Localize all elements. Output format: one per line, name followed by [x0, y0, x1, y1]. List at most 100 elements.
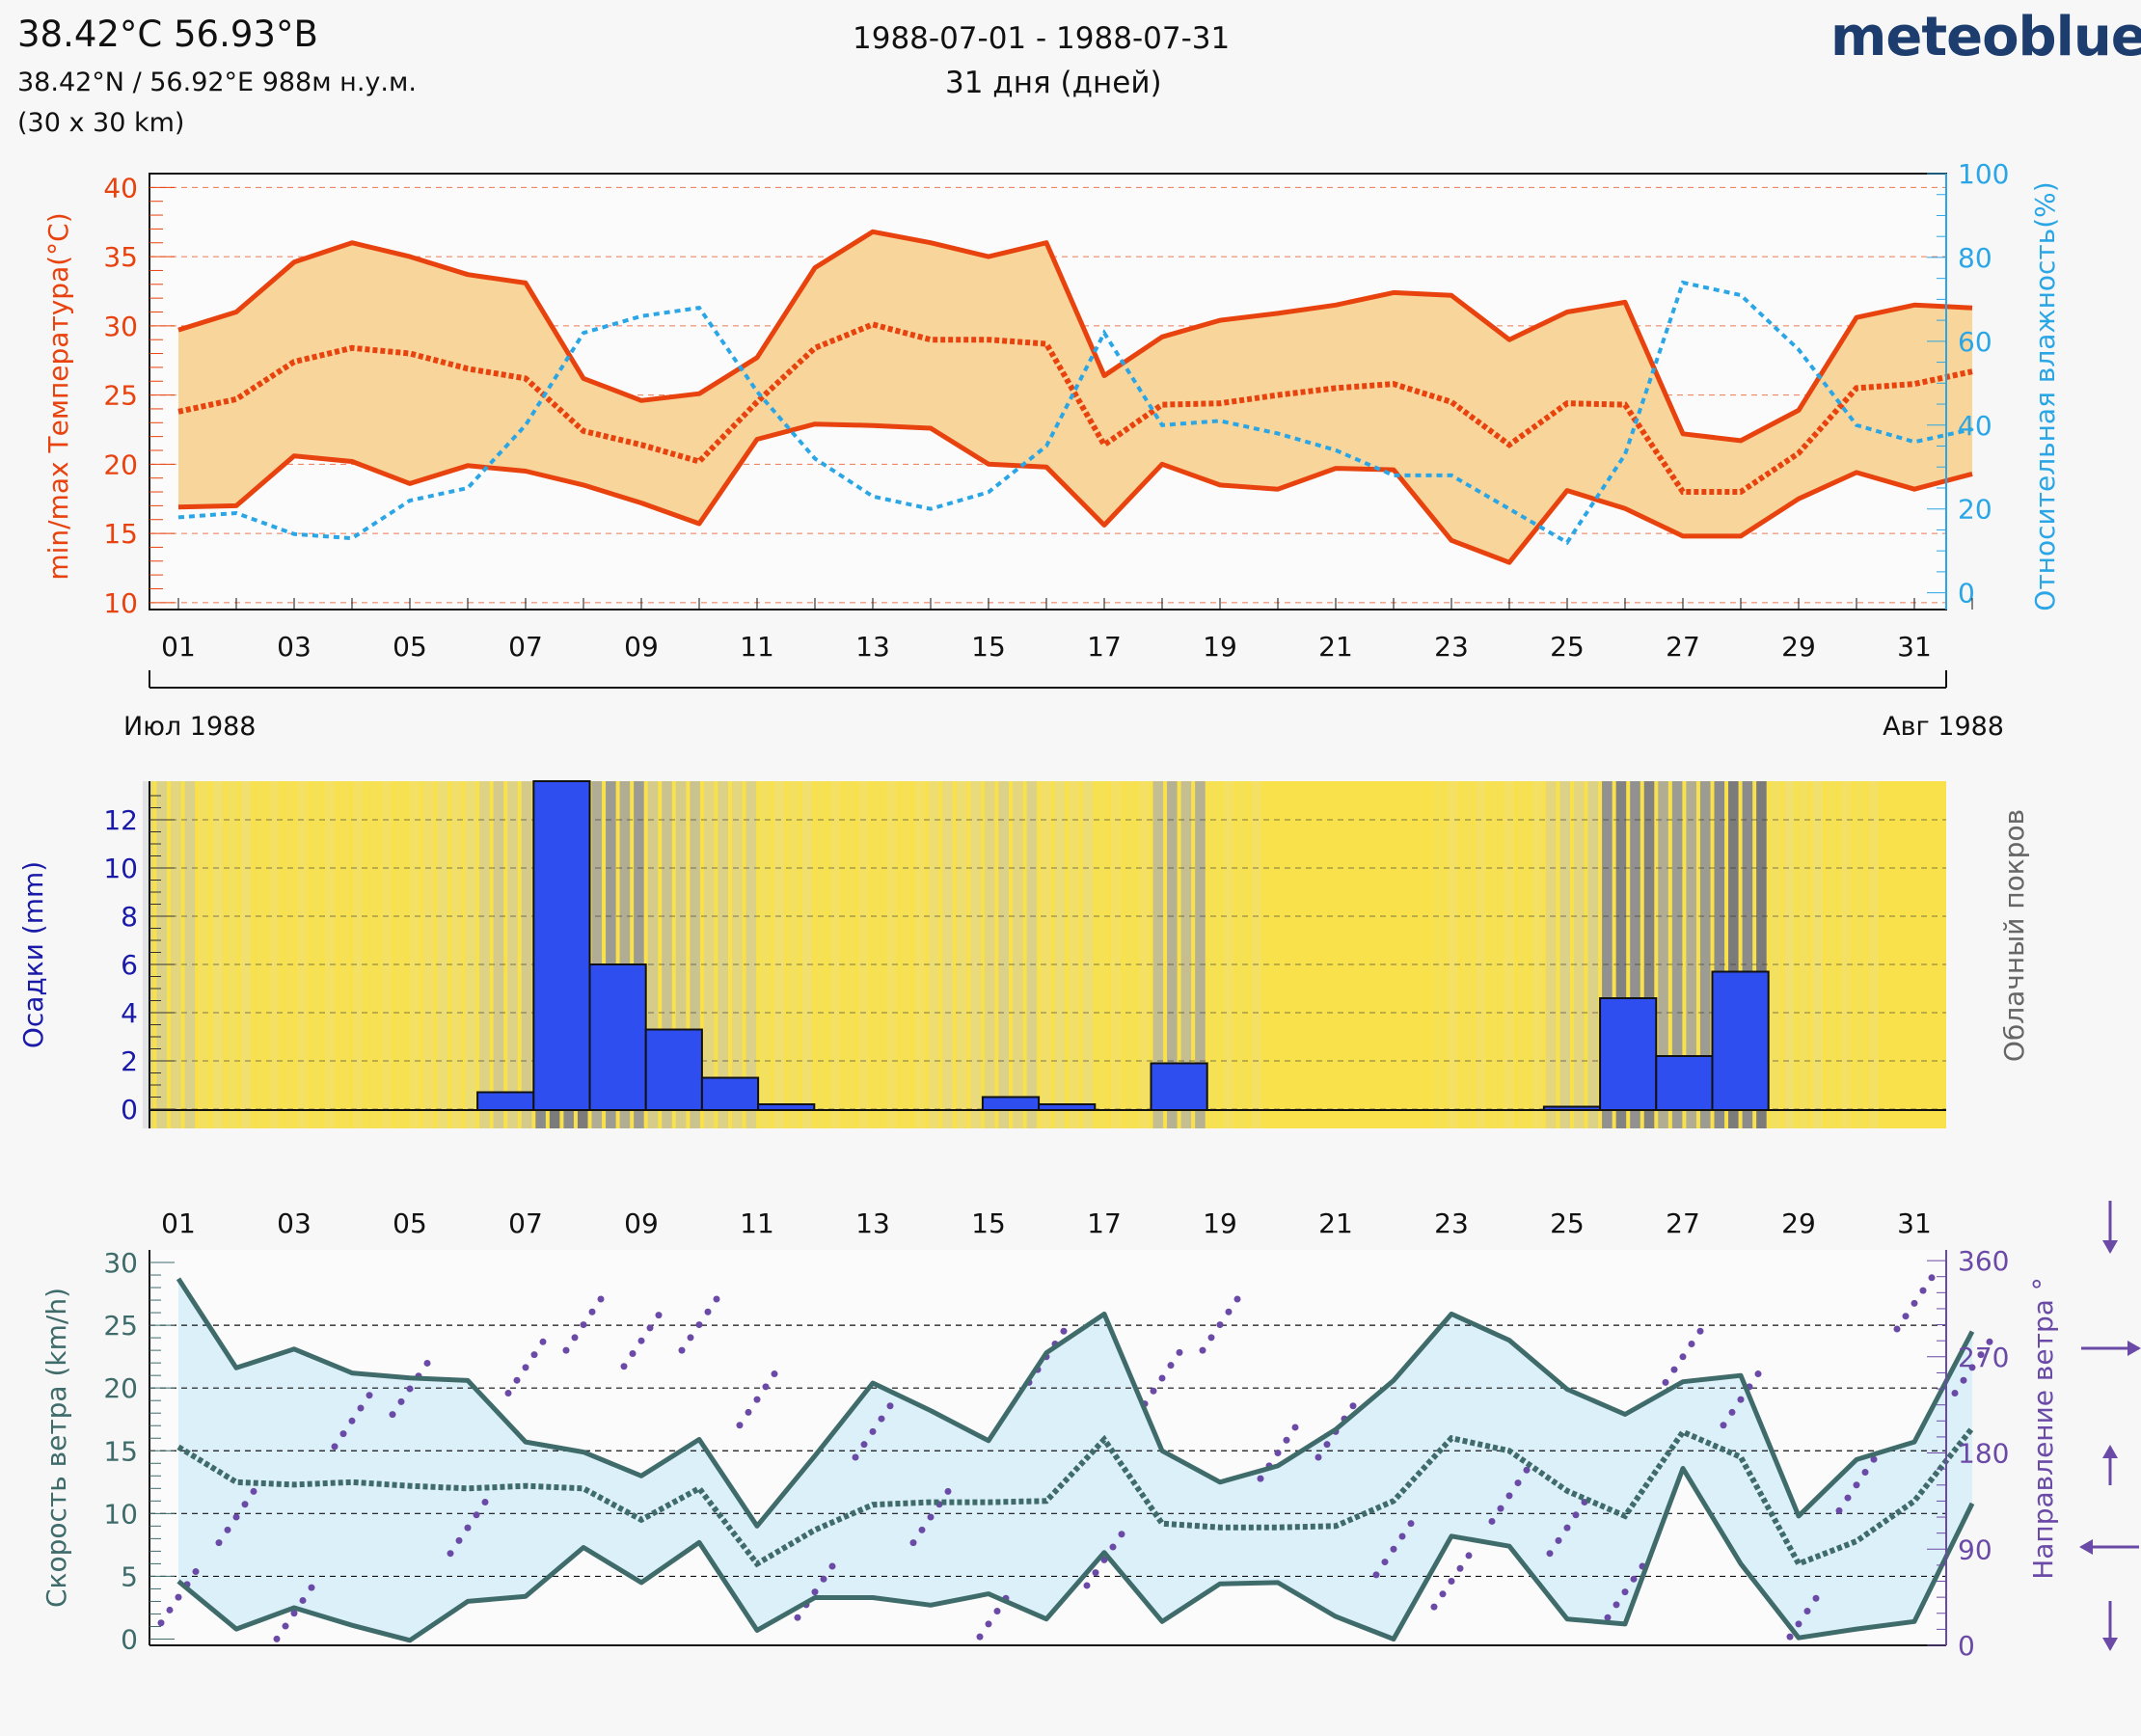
wind-direction-tick-label: 360 [1958, 1245, 2009, 1277]
day-tick-label: 21 [1318, 631, 1353, 663]
wind-direction-point [1621, 1588, 1629, 1596]
cloud-cover-strip [1587, 781, 1599, 1128]
wind-direction-point [597, 1295, 605, 1303]
wind-direction-point [1630, 1575, 1638, 1583]
wind-direction-point [1257, 1475, 1264, 1482]
wind-direction-point [1728, 1408, 1736, 1416]
cloud-cover-strip [1742, 781, 1753, 1128]
wind-direction-tick-label: 270 [1958, 1342, 2009, 1373]
cloud-cover-strip [1180, 781, 1192, 1128]
cloud-cover-strip [760, 781, 771, 1128]
wind-direction-point [1720, 1422, 1727, 1429]
wind-day-tick-label: 09 [624, 1207, 659, 1239]
wind-day-tick-label: 05 [393, 1207, 427, 1239]
cloud-cover-strip [521, 781, 532, 1128]
wind-direction-point [1225, 1308, 1233, 1316]
wind-direction-point [1870, 1455, 1878, 1463]
precip-axis-label: Осадки (mm) [17, 861, 49, 1048]
cloud-cover-strip [1671, 781, 1683, 1128]
wind-direction-point [1092, 1569, 1099, 1577]
wind-day-tick-label: 21 [1318, 1207, 1353, 1239]
cloud-cover-strip [311, 781, 322, 1128]
precip-bar [700, 1076, 760, 1111]
cloud-cover-strip [156, 781, 167, 1128]
day-tick-label: 05 [393, 631, 427, 663]
cloud-cover-strip [998, 781, 1009, 1128]
humidity-tick-label: 80 [1958, 242, 1992, 274]
wind-direction-point [1430, 1603, 1438, 1611]
wind-direction-point [1274, 1450, 1282, 1457]
wind-direction-point [588, 1308, 596, 1316]
cloud-cover-strip [1714, 781, 1725, 1128]
precip-bar [1711, 970, 1770, 1111]
wind-direction-point [1349, 1402, 1357, 1410]
precip-bar [1599, 997, 1658, 1111]
cloud-cover-strip [1559, 781, 1570, 1128]
humidity-tick-label: 20 [1958, 494, 1992, 526]
cloud-cover-strip [1630, 781, 1640, 1128]
month-start-label: Июл 1988 [123, 712, 256, 742]
wind-direction-point [713, 1295, 720, 1303]
cloud-cover-strip [1208, 781, 1220, 1128]
wind-direction-point [1968, 1364, 1976, 1371]
wind-direction-point [687, 1334, 694, 1342]
cloud-cover-strip [675, 781, 687, 1128]
day-tick-label: 13 [855, 631, 890, 663]
wind-direction-point [1465, 1552, 1473, 1560]
cloud-cover-strip [1812, 781, 1823, 1128]
humidity-line [177, 280, 1973, 546]
wind-direction-point [1291, 1424, 1299, 1431]
temp-max-line [177, 229, 1973, 444]
cloud-cover-strip [493, 781, 504, 1128]
wind-direction-point [1283, 1436, 1290, 1444]
cloud-cover-strip [1152, 781, 1164, 1128]
wind-direction-point [1803, 1608, 1811, 1615]
wind-direction-tick-label: 0 [1958, 1630, 1975, 1662]
wind-direction-point [473, 1511, 480, 1519]
temp-tick-label: 30 [103, 311, 138, 342]
cloud-cover-strip [1855, 781, 1865, 1128]
wind-direction-point [695, 1321, 703, 1329]
cloud-cover-strip [1461, 781, 1473, 1128]
wind-direction-point [348, 1417, 356, 1424]
cloud-cover-strip [1195, 781, 1206, 1128]
cloud-cover-strip [1686, 781, 1696, 1128]
days-count: 31 дня (дней) [945, 66, 1162, 100]
wind-direction-point [869, 1427, 877, 1435]
precip-bar [1150, 1062, 1208, 1111]
cloud-cover-strip [451, 781, 462, 1128]
wind-tick-label: 15 [103, 1435, 138, 1467]
wind-direction-point [927, 1513, 935, 1521]
wind-day-tick-label: 01 [161, 1207, 196, 1239]
cloud-cover-strip [788, 781, 799, 1128]
wind-direction-point [1488, 1517, 1496, 1525]
wind-direction-point [909, 1539, 917, 1547]
wind-direction-point [1670, 1366, 1678, 1373]
cloud-cover-strip [1826, 781, 1837, 1128]
wind-direction-point [1572, 1511, 1580, 1519]
wind-direction-point [504, 1389, 512, 1397]
humidity-tick-label: 40 [1958, 410, 1992, 442]
cloud-cover-strip [984, 781, 995, 1128]
wind-direction-point [736, 1422, 744, 1429]
day-tick-label: 17 [1087, 631, 1122, 663]
precip-tick-label: 12 [103, 804, 138, 836]
wind-direction-point [794, 1614, 801, 1621]
wind-direction-point [1233, 1295, 1241, 1303]
cloud-cover-strip [142, 781, 153, 1128]
wind-direction-point [1563, 1524, 1571, 1532]
day-tick-label: 19 [1203, 631, 1237, 663]
cloud-cover-strip [212, 781, 224, 1128]
wind-direction-point [1555, 1536, 1562, 1544]
temp-mean-line [177, 321, 1973, 495]
cloud-cover-strip [296, 781, 308, 1128]
wind-direction-point [629, 1349, 637, 1357]
wind-direction-point [1812, 1594, 1820, 1602]
wind-day-tick-label: 31 [1897, 1207, 1932, 1239]
wind-direction-point [1546, 1550, 1554, 1558]
wind-direction-point [1960, 1376, 1967, 1384]
wind-direction-tick-label: 90 [1958, 1533, 1992, 1565]
cloud-cover-strip [703, 781, 715, 1128]
wind-direction-point [308, 1584, 315, 1591]
cloud-cover-strip [507, 781, 518, 1128]
